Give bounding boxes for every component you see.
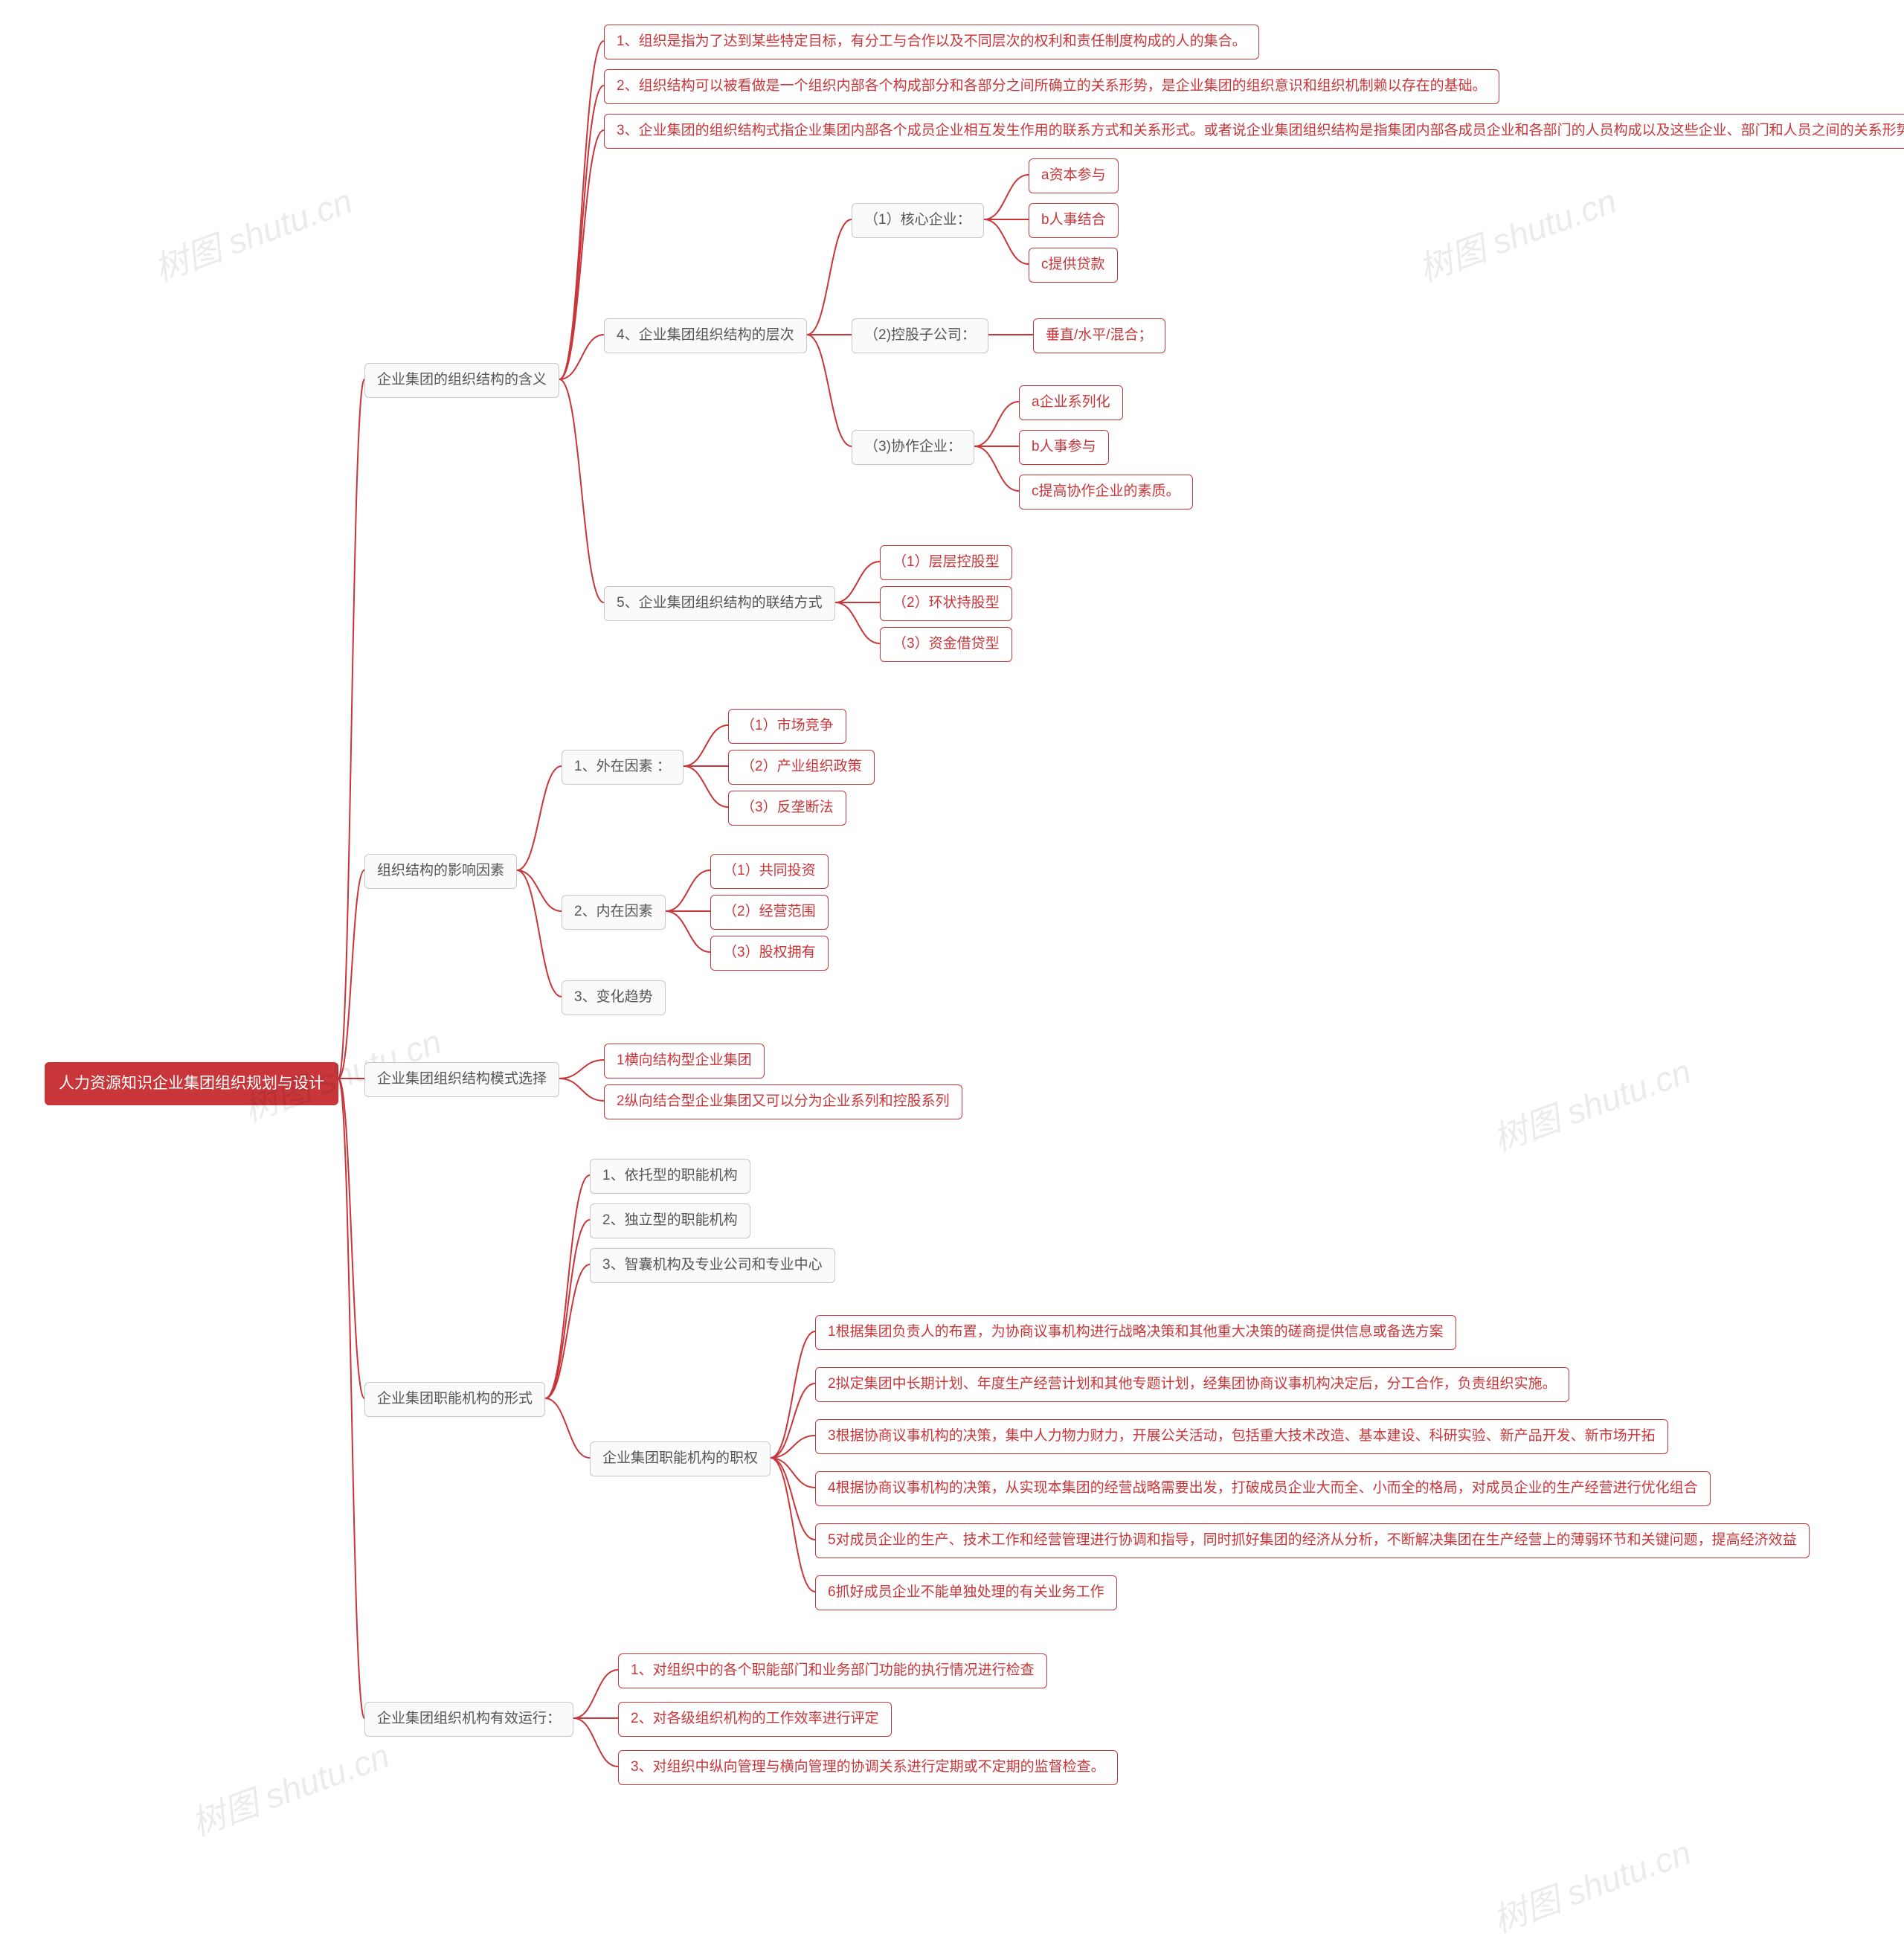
node-1-1[interactable]: 2、内在因素	[562, 895, 666, 930]
node-3-2[interactable]: 3、智囊机构及专业公司和专业中心	[590, 1248, 835, 1283]
node-0-4[interactable]: 5、企业集团组织结构的联结方式	[604, 586, 835, 621]
node-0-1[interactable]: 2、组织结构可以被看做是一个组织内部各个构成部分和各部分之间所确立的关系形势，是…	[604, 69, 1499, 104]
node-3-3[interactable]: 企业集团职能机构的职权	[590, 1441, 771, 1476]
node-1-1-1[interactable]: （2）经营范围	[710, 895, 829, 930]
node-3-3-0[interactable]: 1根据集团负责人的布置，为协商议事机构进行战略决策和其他重大决策的磋商提供信息或…	[815, 1315, 1456, 1350]
node-3-3-4[interactable]: 5对成员企业的生产、技术工作和经营管理进行协调和指导，同时抓好集团的经济从分析，…	[815, 1523, 1810, 1558]
node-0-3[interactable]: 4、企业集团组织结构的层次	[604, 318, 807, 353]
node-3-0[interactable]: 1、依托型的职能机构	[590, 1159, 750, 1194]
node-0-3-0-2[interactable]: c提供贷款	[1029, 248, 1118, 283]
node-1-0-2[interactable]: （3）反垄断法	[728, 791, 846, 826]
node-1-0-1[interactable]: （2）产业组织政策	[728, 750, 875, 785]
node-0-4-0[interactable]: （1）层层控股型	[880, 545, 1012, 580]
node-0-3-1[interactable]: （2)控股子公司：	[852, 318, 988, 353]
node-4-1[interactable]: 2、对各级组织机构的工作效率进行评定	[618, 1702, 892, 1737]
node-1-0[interactable]: 1、外在因素 ：	[562, 750, 684, 785]
node-0-3-0-1[interactable]: b人事结合	[1029, 203, 1119, 238]
watermark: 树图 shutu.cn	[1485, 1044, 1696, 1161]
node-3-3-1[interactable]: 2拟定集团中长期计划、年度生产经营计划和其他专题计划，经集团协商议事机构决定后，…	[815, 1367, 1569, 1402]
branch-node-3[interactable]: 企业集团职能机构的形式	[364, 1382, 545, 1417]
node-0-3-2-0[interactable]: a企业系列化	[1019, 385, 1123, 420]
node-0-4-2[interactable]: （3）资金借贷型	[880, 627, 1012, 662]
node-2-1[interactable]: 2纵向结合型企业集团又可以分为企业系列和控股系列	[604, 1084, 962, 1119]
watermark: 树图 shutu.cn	[1485, 1825, 1696, 1942]
branch-node-0[interactable]: 企业集团的组织结构的含义	[364, 363, 559, 398]
node-0-3-2-1[interactable]: b人事参与	[1019, 430, 1109, 465]
node-0-3-2-2[interactable]: c提高协作企业的素质。	[1019, 475, 1193, 509]
node-1-1-2[interactable]: （3）股权拥有	[710, 936, 829, 971]
node-0-3-0[interactable]: （1）核心企业：	[852, 203, 984, 238]
node-1-2[interactable]: 3、变化趋势	[562, 980, 666, 1015]
node-0-3-1-0[interactable]: 垂直/水平/混合；	[1033, 318, 1165, 353]
watermark: 树图 shutu.cn	[1411, 174, 1622, 291]
node-0-4-1[interactable]: （2）环状持股型	[880, 586, 1012, 621]
watermark: 树图 shutu.cn	[184, 1729, 395, 1845]
node-1-1-0[interactable]: （1）共同投资	[710, 854, 829, 889]
mindmap-canvas: 人力资源知识企业集团组织规划与设计树图 shutu.cn树图 shutu.cn树…	[0, 0, 1904, 1948]
root-node[interactable]: 人力资源知识企业集团组织规划与设计	[45, 1062, 338, 1105]
node-4-0[interactable]: 1、对组织中的各个职能部门和业务部门功能的执行情况进行检查	[618, 1653, 1047, 1688]
node-1-0-0[interactable]: （1）市场竞争	[728, 709, 846, 744]
node-3-3-3[interactable]: 4根据协商议事机构的决策，从实现本集团的经营战略需要出发，打破成员企业大而全、小…	[815, 1471, 1711, 1506]
watermark: 树图 shutu.cn	[147, 174, 358, 291]
node-0-3-0-0[interactable]: a资本参与	[1029, 158, 1119, 193]
node-2-0[interactable]: 1横向结构型企业集团	[604, 1044, 765, 1079]
branch-node-2[interactable]: 企业集团组织结构模式选择	[364, 1062, 559, 1097]
node-3-3-2[interactable]: 3根据协商议事机构的决策，集中人力物力财力，开展公关活动，包括重大技术改造、基本…	[815, 1419, 1668, 1454]
node-4-2[interactable]: 3、对组织中纵向管理与横向管理的协调关系进行定期或不定期的监督检查。	[618, 1750, 1118, 1785]
node-0-0[interactable]: 1、组织是指为了达到某些特定目标，有分工与合作以及不同层次的权利和责任制度构成的…	[604, 25, 1259, 60]
branch-node-1[interactable]: 组织结构的影响因素	[364, 854, 517, 889]
node-3-3-5[interactable]: 6抓好成员企业不能单独处理的有关业务工作	[815, 1575, 1117, 1610]
node-0-3-2[interactable]: （3)协作企业：	[852, 430, 974, 465]
node-3-1[interactable]: 2、独立型的职能机构	[590, 1203, 750, 1238]
branch-node-4[interactable]: 企业集团组织机构有效运行：	[364, 1702, 573, 1737]
node-0-2[interactable]: 3、企业集团的组织结构式指企业集团内部各个成员企业相互发生作用的联系方式和关系形…	[604, 114, 1904, 149]
